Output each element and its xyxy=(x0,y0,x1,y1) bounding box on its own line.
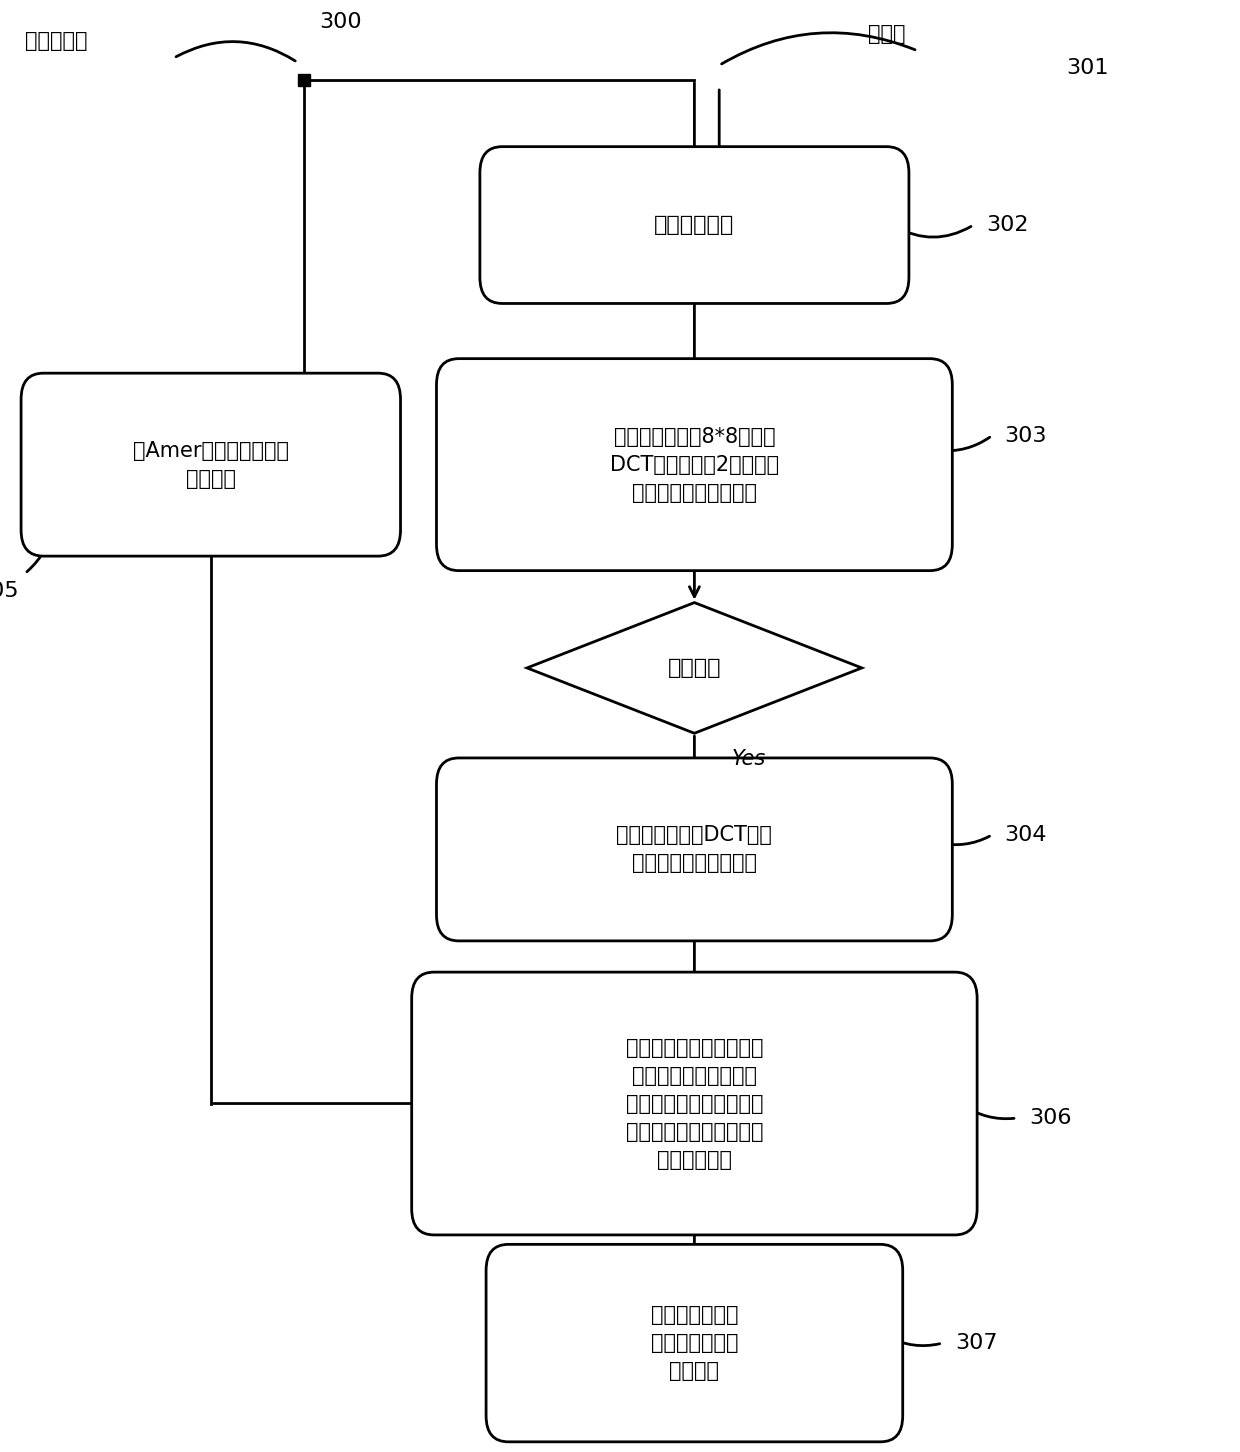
FancyBboxPatch shape xyxy=(412,973,977,1234)
FancyBboxPatch shape xyxy=(436,758,952,941)
Text: 参考帧: 参考帧 xyxy=(868,23,905,44)
Text: 计算帧差图像: 计算帧差图像 xyxy=(655,215,734,235)
Text: 帧差图像划分成8*8子块，
DCT变换，以图2所示的分
类器判断是否为静止块: 帧差图像划分成8*8子块， DCT变换，以图2所示的分 类器判断是否为静止块 xyxy=(610,427,779,502)
Text: 统计每个位置的DCT系数
的分布，计算分布参数: 统计每个位置的DCT系数 的分布，计算分布参数 xyxy=(616,825,773,874)
FancyArrowPatch shape xyxy=(895,227,971,237)
FancyArrowPatch shape xyxy=(963,1105,1014,1118)
Polygon shape xyxy=(527,603,862,733)
Text: 307: 307 xyxy=(955,1333,997,1353)
FancyBboxPatch shape xyxy=(486,1244,903,1442)
Text: 以这些分布参数和估计所
得的标准差作为训练样
本，以最小二乘法建立分
布参数和噪声标准差之间
的函数关系。: 以这些分布参数和估计所 得的标准差作为训练样 本，以最小二乘法建立分 布参数和噪… xyxy=(626,1038,763,1169)
FancyArrowPatch shape xyxy=(176,42,295,61)
Text: 输入当前帧: 输入当前帧 xyxy=(25,30,87,51)
FancyBboxPatch shape xyxy=(480,147,909,303)
Text: 303: 303 xyxy=(1004,425,1047,446)
FancyArrowPatch shape xyxy=(722,33,915,64)
Text: 是静止块: 是静止块 xyxy=(667,658,722,678)
Text: 301: 301 xyxy=(1066,58,1109,78)
Text: 分布参数与噪声
强度之间关系的
函数模型: 分布参数与噪声 强度之间关系的 函数模型 xyxy=(651,1305,738,1381)
Text: 以Amer等的算法计算噪
声标准差: 以Amer等的算法计算噪 声标准差 xyxy=(133,440,289,489)
FancyArrowPatch shape xyxy=(27,518,56,572)
FancyArrowPatch shape xyxy=(939,437,990,450)
FancyBboxPatch shape xyxy=(436,359,952,571)
Text: 304: 304 xyxy=(1004,825,1047,845)
Text: Yes: Yes xyxy=(732,749,766,768)
Text: 306: 306 xyxy=(1029,1108,1071,1128)
FancyArrowPatch shape xyxy=(889,1337,940,1346)
Text: 302: 302 xyxy=(986,215,1028,235)
FancyBboxPatch shape xyxy=(21,373,401,556)
Text: 300: 300 xyxy=(320,12,362,32)
Text: 305: 305 xyxy=(0,581,19,601)
FancyArrowPatch shape xyxy=(939,836,990,845)
